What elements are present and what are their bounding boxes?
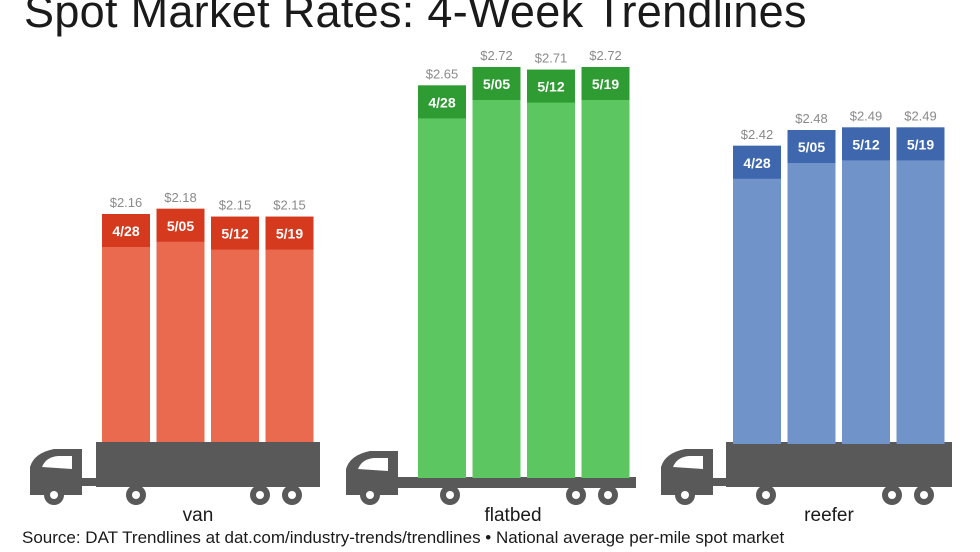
bar-reefer-5/05 [787, 130, 836, 444]
bar-reefer-5/19 [896, 127, 945, 444]
week-label: 4/28 [743, 155, 770, 171]
week-label: 4/28 [112, 223, 139, 239]
bar-van-5/05 [156, 208, 205, 442]
bar-flatbed-4/28 [418, 85, 466, 478]
week-tag-reefer-5/05 [787, 130, 836, 163]
week-tag-van-5/19 [265, 216, 314, 250]
bar-van-5/19 [265, 216, 314, 442]
value-label: $2.72 [589, 48, 622, 63]
truck-wheel-hub [888, 491, 896, 499]
bar-reefer-5/12 [842, 127, 890, 444]
truck-illustrations: van flatbed reefer [30, 442, 952, 526]
bar-group-flatbed: 4/28 $2.65 5/05 $2.72 5/12 $2.71 5/19 $2.72 [418, 48, 630, 478]
truck-flatbed: flatbed [346, 451, 636, 526]
bar-groups: 4/28$2.165/05$2.185/12$2.155/19$2.154/28… [102, 48, 945, 478]
week-tag-reefer-5/12 [842, 127, 890, 161]
week-label: 5/12 [852, 136, 879, 152]
truck-chassis [713, 478, 952, 486]
value-label: $2.15 [273, 198, 306, 213]
truck-reefer: reefer [661, 442, 952, 526]
value-label: $2.18 [164, 190, 197, 205]
truck-window [42, 456, 72, 469]
week-tag-flatbed-5/19 [581, 67, 630, 100]
bar-flatbed-5/05 [472, 67, 521, 478]
value-label: $2.16 [110, 195, 143, 210]
truck-wheel-hub [256, 491, 264, 499]
week-label: 5/19 [907, 136, 934, 152]
week-label: 5/12 [221, 226, 248, 242]
value-label: $2.48 [795, 111, 828, 126]
week-label: 5/19 [592, 76, 619, 92]
chart-title: Spot Market Rates: 4-Week Trendlines [24, 0, 807, 37]
truck-wheel-hub [762, 491, 770, 499]
week-tag-reefer-5/19 [896, 127, 945, 161]
bar-van-5/12 [211, 216, 259, 442]
value-label: $2.49 [850, 108, 883, 123]
source-note: Source: DAT Trendlines at dat.com/indust… [22, 528, 785, 547]
week-tag-reefer-4/28 [733, 145, 781, 179]
value-label: $2.65 [426, 66, 459, 81]
week-tag-van-4/28 [102, 214, 150, 247]
truck-wheel-hub [572, 491, 580, 499]
bar-group-reefer: 4/28 $2.42 5/05 $2.48 5/12 $2.49 5/19 $2.49 [733, 108, 945, 444]
week-label: 5/12 [537, 79, 564, 95]
week-label: 5/05 [483, 76, 510, 92]
truck-chassis [82, 478, 320, 486]
week-label: 4/28 [428, 94, 455, 110]
truck-van: van [30, 442, 320, 526]
week-tag-van-5/12 [211, 216, 259, 250]
truck-wheel-hub [288, 491, 296, 499]
value-label: $2.72 [480, 48, 513, 63]
week-tag-van-5/05 [156, 208, 205, 242]
bar-van-4/28 [102, 214, 150, 442]
truck-wheel-hub [446, 491, 454, 499]
truck-wheel-hub [366, 491, 374, 499]
week-label: 5/05 [167, 218, 194, 234]
category-label-reefer: reefer [804, 505, 854, 526]
truck-wheel-hub [132, 491, 140, 499]
truck-wheel-hub [681, 491, 689, 499]
category-label-flatbed: flatbed [484, 505, 541, 526]
value-label: $2.71 [535, 51, 568, 66]
week-tag-flatbed-5/12 [527, 69, 575, 103]
truck-wheel-hub [604, 491, 612, 499]
week-label: 5/19 [276, 226, 303, 242]
truck-wheel-hub [50, 491, 58, 499]
bar-flatbed-5/12 [527, 69, 575, 478]
week-label: 5/05 [798, 139, 825, 155]
truck-flatbed-deck [398, 477, 636, 488]
bar-flatbed-5/19 [581, 67, 630, 478]
value-label: $2.42 [741, 127, 774, 142]
truck-window [358, 458, 388, 471]
category-label-van: van [183, 505, 214, 526]
week-tag-flatbed-4/28 [418, 85, 466, 119]
week-tag-flatbed-5/05 [472, 67, 521, 100]
value-label: $2.15 [219, 198, 252, 213]
truck-wheel-hub [920, 491, 928, 499]
value-label: $2.49 [904, 108, 937, 123]
truck-window [673, 456, 703, 469]
bar-reefer-4/28 [733, 145, 781, 444]
bar-group-van: 4/28 $2.16 5/05 $2.18 5/12 $2.15 5/19 $2.15 [102, 190, 314, 442]
